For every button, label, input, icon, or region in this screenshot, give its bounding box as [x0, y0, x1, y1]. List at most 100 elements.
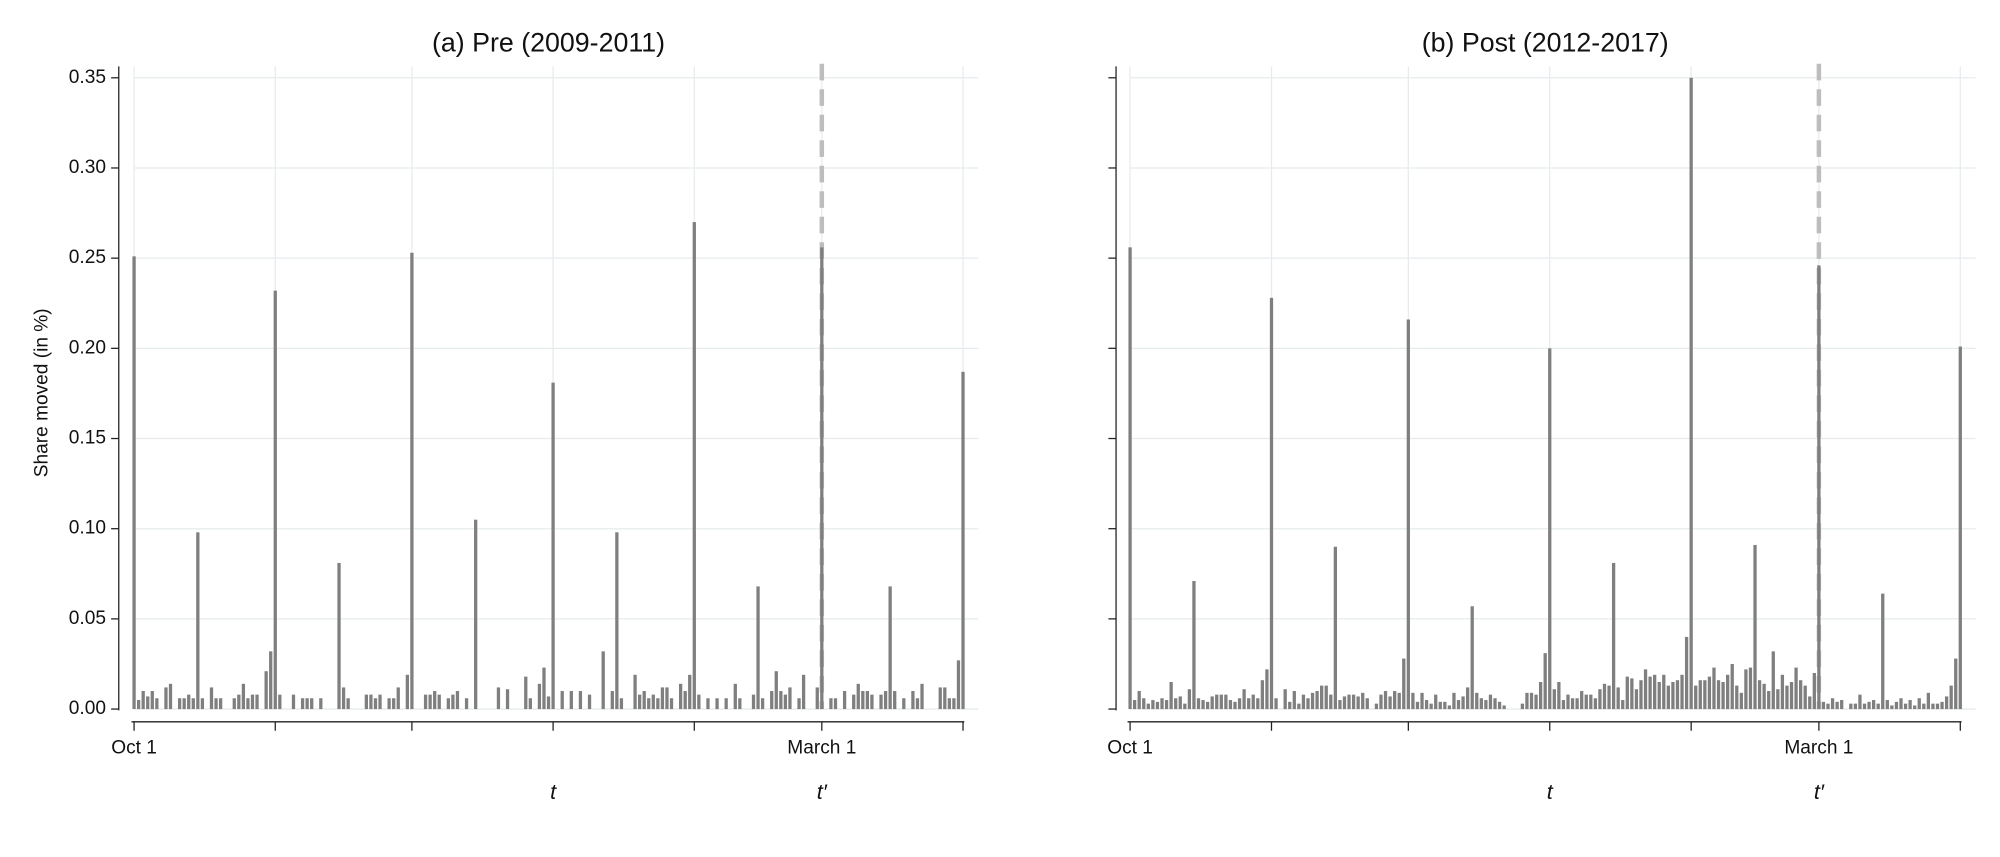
- bar: [660, 687, 665, 710]
- bar: [1908, 700, 1912, 710]
- bar: [405, 674, 409, 710]
- bar: [1762, 683, 1766, 710]
- bar: [1484, 700, 1488, 710]
- bar: [150, 691, 154, 710]
- bar: [1589, 694, 1593, 710]
- bar: [1534, 694, 1538, 710]
- bar: [683, 691, 687, 710]
- bar: [1215, 694, 1219, 710]
- bar: [373, 698, 378, 710]
- bar: [1488, 694, 1493, 710]
- bar: [1288, 701, 1292, 710]
- bar: [587, 694, 592, 710]
- annotation: t′: [817, 779, 828, 804]
- bar: [1899, 698, 1903, 710]
- y-tick-label: 0.25: [69, 247, 106, 268]
- bar: [1826, 703, 1830, 710]
- bar: [1342, 696, 1347, 710]
- bar: [1151, 700, 1155, 710]
- bar: [688, 674, 692, 710]
- bar: [692, 222, 696, 710]
- bar: [1735, 685, 1739, 710]
- bar: [1662, 674, 1666, 710]
- bar: [1840, 700, 1844, 710]
- bar: [1297, 703, 1301, 710]
- bar: [177, 698, 182, 710]
- bar: [815, 687, 819, 710]
- bar: [428, 694, 432, 710]
- bar: [1726, 674, 1730, 710]
- bar: [1671, 682, 1675, 710]
- bar: [1415, 701, 1420, 710]
- y-tick-label: 0.35: [69, 67, 106, 88]
- bar: [136, 700, 141, 710]
- bar: [1174, 698, 1178, 710]
- bar: [1347, 694, 1351, 710]
- bar: [1703, 680, 1707, 710]
- bar: [182, 698, 186, 710]
- bar: [1862, 703, 1867, 710]
- bar: [241, 683, 246, 710]
- bar: [1205, 701, 1210, 710]
- bar: [214, 698, 218, 710]
- bar: [310, 698, 314, 710]
- bar: [756, 586, 760, 710]
- bar: [943, 687, 947, 710]
- bar: [1944, 696, 1949, 710]
- bar: [200, 698, 205, 710]
- bar: [1374, 703, 1379, 710]
- bar: [1228, 700, 1233, 710]
- bar: [1552, 689, 1556, 710]
- bar: [337, 562, 341, 710]
- bar: [801, 674, 806, 710]
- bar: [1128, 247, 1132, 710]
- bar: [364, 694, 368, 710]
- bar: [1716, 680, 1721, 710]
- annotation: t: [550, 779, 557, 804]
- x-tick-label: Oct 1: [111, 738, 157, 759]
- bar: [524, 676, 528, 710]
- bar: [947, 698, 951, 710]
- bar: [1187, 689, 1192, 710]
- bar: [1561, 700, 1566, 710]
- y-tick-label: 0.00: [69, 698, 106, 719]
- bar: [1429, 703, 1433, 710]
- bar: [1201, 700, 1205, 710]
- bar: [1155, 701, 1160, 710]
- bar: [642, 691, 646, 710]
- bar: [578, 691, 583, 710]
- bar: [633, 674, 637, 710]
- bar: [1192, 581, 1196, 710]
- bar: [1680, 674, 1684, 710]
- bar: [1383, 691, 1388, 710]
- bar: [1812, 672, 1816, 710]
- bar: [392, 698, 396, 710]
- bar: [1689, 77, 1693, 710]
- bar: [464, 698, 469, 710]
- annotation: t′: [1814, 779, 1825, 804]
- bar: [1242, 689, 1246, 710]
- y-axis-label: Share moved (in %): [31, 308, 52, 477]
- bar: [209, 687, 214, 710]
- bar: [505, 689, 510, 710]
- bar: [820, 247, 824, 710]
- bar: [856, 683, 860, 710]
- bar: [1721, 682, 1725, 710]
- bar: [1785, 685, 1789, 710]
- bar: [1876, 703, 1880, 710]
- bar: [1538, 682, 1543, 710]
- bar: [1406, 319, 1410, 710]
- bar: [1922, 703, 1926, 710]
- bar: [938, 687, 942, 710]
- bar: [1789, 682, 1794, 710]
- bar: [1753, 544, 1757, 710]
- bar: [1602, 683, 1607, 710]
- bar: [1657, 682, 1661, 710]
- y-tick-label: 0.20: [69, 337, 106, 358]
- bar: [1443, 701, 1447, 710]
- bar: [1958, 346, 1962, 710]
- bar: [1607, 685, 1611, 710]
- bar: [1310, 692, 1315, 710]
- bar: [615, 532, 619, 710]
